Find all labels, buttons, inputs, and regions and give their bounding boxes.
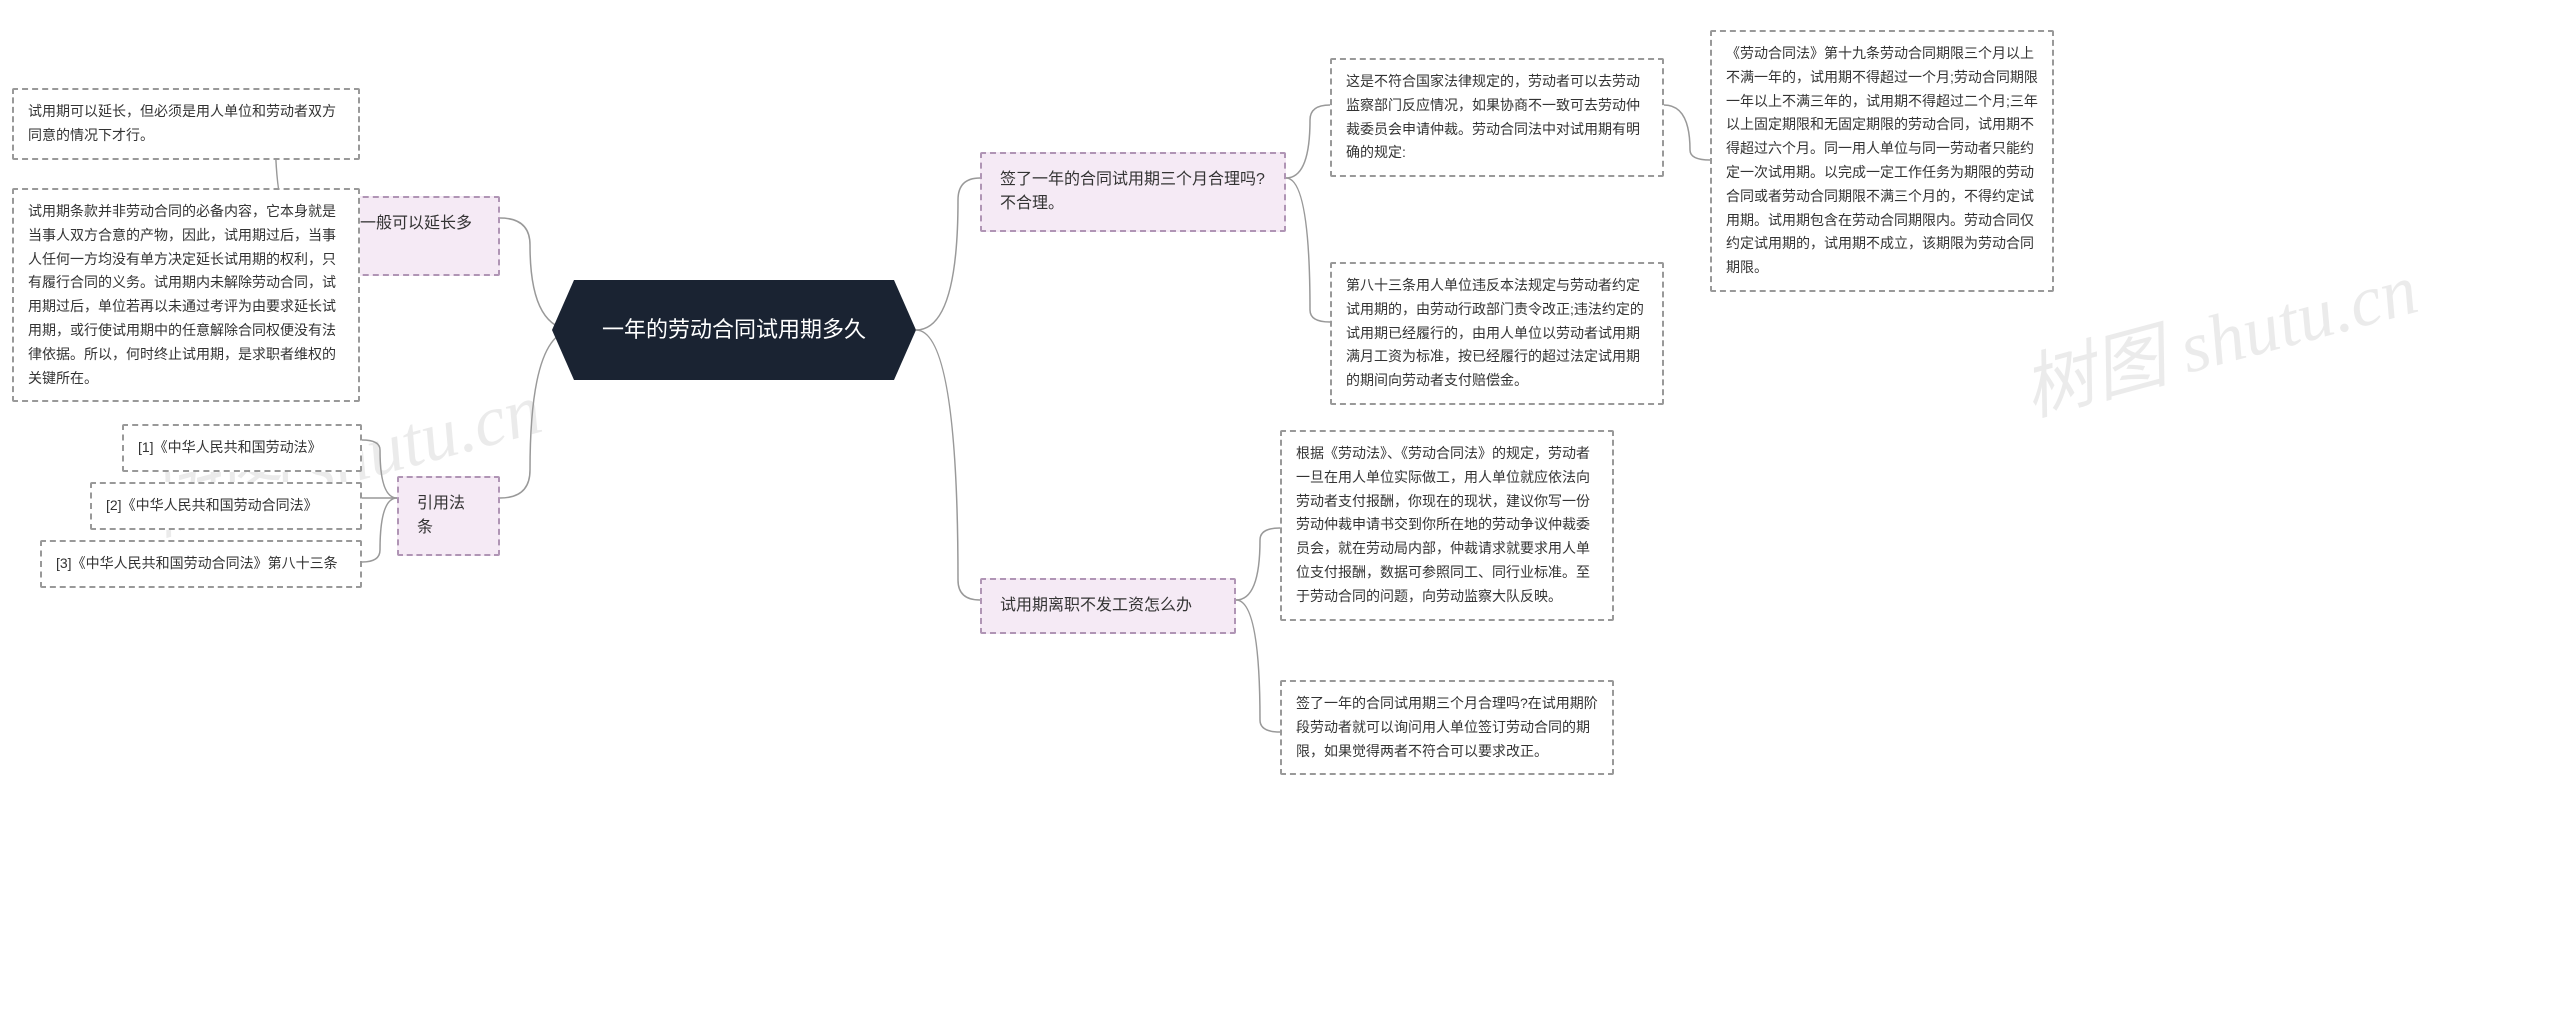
center-node: 一年的劳动合同试用期多久 <box>574 280 894 380</box>
left-content-cite-1: [1]《中华人民共和国劳动法》 <box>122 424 362 472</box>
topic-label: 试用期离职不发工资怎么办 <box>1000 597 1192 614</box>
watermark-right: 树图 shutu.cn <box>2009 230 2426 436</box>
right-content-reason-2: 第八十三条用人单位违反本法规定与劳动者约定试用期的，由劳动行政部门责令改正;违法… <box>1330 262 1664 405</box>
content-text: 《劳动合同法》第十九条劳动合同期限三个月以上不满一年的，试用期不得超过一个月;劳… <box>1726 45 2038 275</box>
right-content-reason-1-sub: 《劳动合同法》第十九条劳动合同期限三个月以上不满一年的，试用期不得超过一个月;劳… <box>1710 30 2054 292</box>
content-text: [3]《中华人民共和国劳动合同法》第八十三条 <box>56 555 338 571</box>
topic-label: 引用法条 <box>417 495 465 536</box>
right-content-nopay-1: 根据《劳动法》、《劳动合同法》的规定，劳动者一旦在用人单位实际做工，用人单位就应… <box>1280 430 1614 621</box>
right-content-nopay-2: 签了一年的合同试用期三个月合理吗?在试用期阶段劳动者就可以询问用人单位签订劳动合… <box>1280 680 1614 775</box>
left-topic-citations: 引用法条 <box>397 476 500 556</box>
left-content-extend-2: 试用期条款并非劳动合同的必备内容，它本身就是当事人双方合意的产物，因此，试用期过… <box>12 188 360 402</box>
left-content-cite-2: [2]《中华人民共和国劳动合同法》 <box>90 482 362 530</box>
content-text: [1]《中华人民共和国劳动法》 <box>138 439 322 455</box>
content-text: 签了一年的合同试用期三个月合理吗?在试用期阶段劳动者就可以询问用人单位签订劳动合… <box>1296 695 1598 759</box>
content-text: 试用期可以延长，但必须是用人单位和劳动者双方同意的情况下才行。 <box>28 103 336 143</box>
content-text: [2]《中华人民共和国劳动合同法》 <box>106 497 318 513</box>
right-topic-reasonable: 签了一年的合同试用期三个月合理吗?不合理。 <box>980 152 1286 232</box>
content-text: 第八十三条用人单位违反本法规定与劳动者约定试用期的，由劳动行政部门责令改正;违法… <box>1346 277 1644 388</box>
right-content-reason-1: 这是不符合国家法律规定的，劳动者可以去劳动监察部门反应情况，如果协商不一致可去劳… <box>1330 58 1664 177</box>
topic-label: 签了一年的合同试用期三个月合理吗?不合理。 <box>1000 171 1265 212</box>
content-text: 试用期条款并非劳动合同的必备内容，它本身就是当事人双方合意的产物，因此，试用期过… <box>28 203 336 386</box>
left-content-extend-1: 试用期可以延长，但必须是用人单位和劳动者双方同意的情况下才行。 <box>12 88 360 160</box>
right-topic-nopay: 试用期离职不发工资怎么办 <box>980 578 1236 634</box>
content-text: 这是不符合国家法律规定的，劳动者可以去劳动监察部门反应情况，如果协商不一致可去劳… <box>1346 73 1640 160</box>
content-text: 根据《劳动法》、《劳动合同法》的规定，劳动者一旦在用人单位实际做工，用人单位就应… <box>1296 445 1590 604</box>
center-title: 一年的劳动合同试用期多久 <box>602 315 866 346</box>
left-content-cite-3: [3]《中华人民共和国劳动合同法》第八十三条 <box>40 540 362 588</box>
